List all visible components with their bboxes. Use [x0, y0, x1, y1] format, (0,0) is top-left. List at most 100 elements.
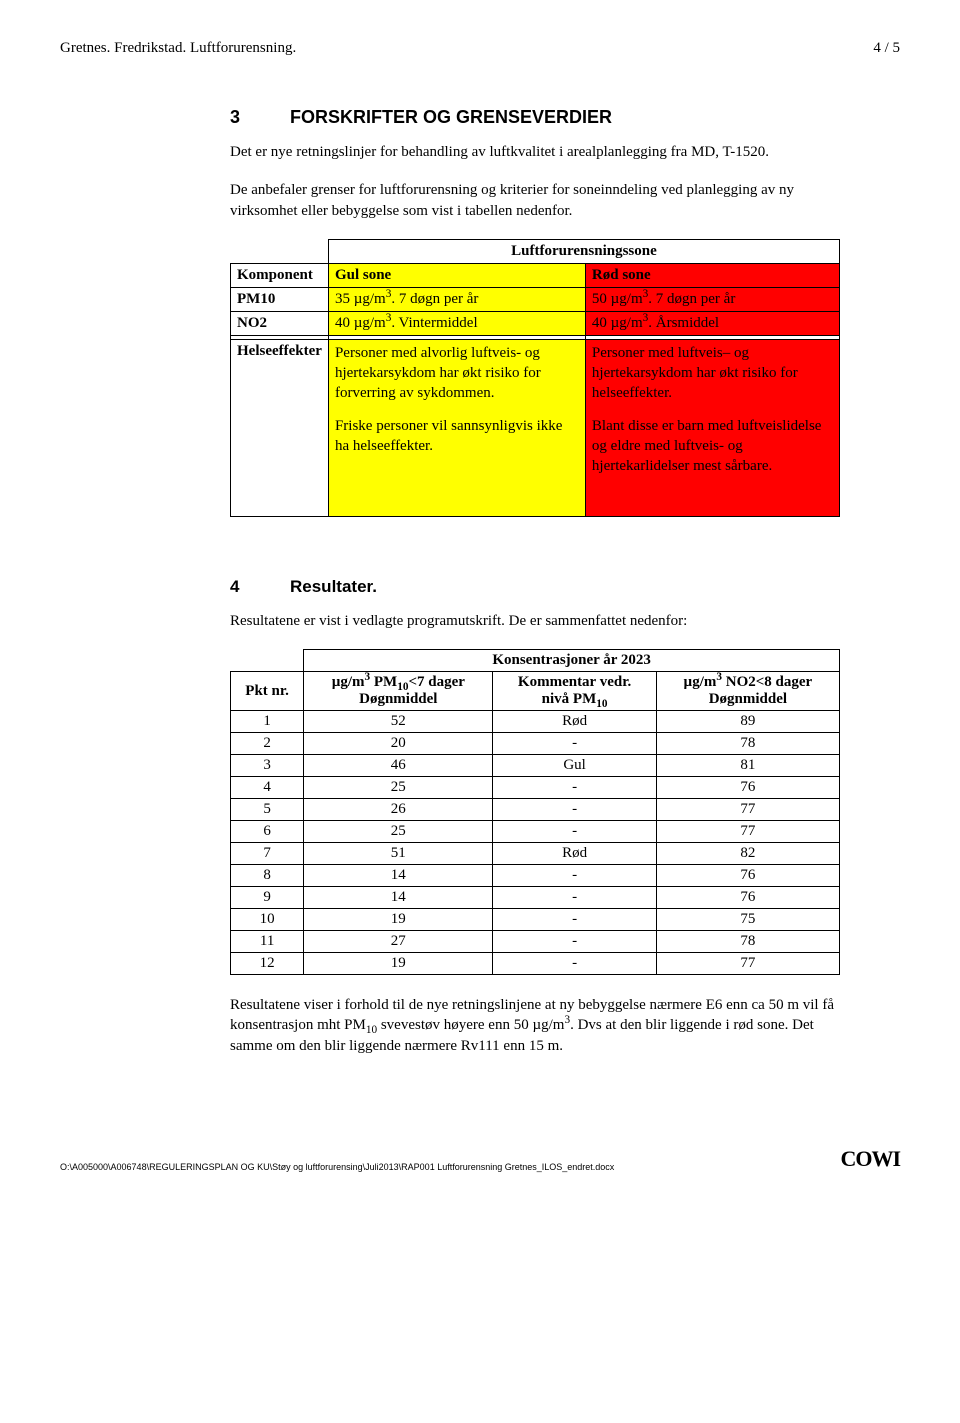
cell-pm: 25 — [304, 821, 493, 843]
section-3-para1: Det er nye retningslinjer for behandling… — [230, 142, 840, 162]
hdr-no2: µg/m3 NO2<8 dagerDøgnmiddel — [656, 672, 839, 711]
cell-pm: 14 — [304, 865, 493, 887]
hdr-pm: µg/m3 PM10<7 dagerDøgnmiddel — [304, 672, 493, 711]
table-row: 526-77 — [231, 799, 840, 821]
table-row: 914-76 — [231, 887, 840, 909]
cell-n: 7 — [231, 843, 304, 865]
no2-gul: 40 µg/m3. Vintermiddel — [328, 311, 585, 335]
cell-k: - — [493, 909, 656, 931]
cell-no2: 77 — [656, 953, 839, 975]
eff-rod-p1: Personer med luftveis– og hjertekarsykdo… — [592, 343, 833, 404]
cell-pm: 46 — [304, 755, 493, 777]
page-footer: O:\A005000\A006748\REGULERINGSPLAN OG KU… — [60, 1146, 900, 1172]
header-left: Gretnes. Fredrikstad. Luftforurensning. — [60, 40, 296, 57]
cell-pm: 20 — [304, 733, 493, 755]
cell-pm: 51 — [304, 843, 493, 865]
empty-cell — [231, 239, 329, 263]
hdr-pkt: Pkt nr. — [231, 672, 304, 711]
page-header: Gretnes. Fredrikstad. Luftforurensning. … — [60, 40, 900, 57]
cell-no2: 76 — [656, 887, 839, 909]
hdr-komponent: Komponent — [231, 263, 329, 287]
eff-rod-p2: Blant disse er barn med luftveislidelse … — [592, 416, 833, 477]
section-3-para2: De anbefaler grenser for luftforurensnin… — [230, 180, 840, 221]
table-row: 1127-78 — [231, 931, 840, 953]
cell-no2: 78 — [656, 931, 839, 953]
cell-k: - — [493, 865, 656, 887]
cell-no2: 77 — [656, 799, 839, 821]
cell-no2: 75 — [656, 909, 839, 931]
table-row: 152Rød89 — [231, 711, 840, 733]
cell-n: 2 — [231, 733, 304, 755]
cell-no2: 89 — [656, 711, 839, 733]
table-row: 220-78 — [231, 733, 840, 755]
table-row: 814-76 — [231, 865, 840, 887]
no2-rod: 40 µg/m3. Årsmiddel — [585, 311, 839, 335]
hdr-rod: Rød sone — [585, 263, 839, 287]
eff-gul-p2: Friske personer vil sannsynligvis ikke h… — [335, 416, 579, 457]
eff-gul: Personer med alvorlig luftveis- og hjert… — [328, 339, 585, 516]
cell-n: 8 — [231, 865, 304, 887]
table-row: 1219-77 — [231, 953, 840, 975]
cell-no2: 76 — [656, 777, 839, 799]
no2-label: NO2 — [231, 311, 329, 335]
cell-pm: 27 — [304, 931, 493, 953]
results-table: Konsentrasjoner år 2023 Pkt nr. µg/m3 PM… — [230, 649, 840, 975]
cell-n: 11 — [231, 931, 304, 953]
cell-n: 10 — [231, 909, 304, 931]
cell-pm: 52 — [304, 711, 493, 733]
section-4-intro: Resultatene er vist i vedlagte programut… — [230, 611, 840, 631]
section-3-heading: FORSKRIFTER OG GRENSEVERDIER — [290, 107, 612, 128]
cell-n: 12 — [231, 953, 304, 975]
pm10-rod: 50 µg/m3. 7 døgn per år — [585, 287, 839, 311]
table-row: 425-76 — [231, 777, 840, 799]
header-right: 4 / 5 — [873, 40, 900, 57]
section-4-title: 4 Resultater. — [230, 577, 840, 597]
empty-hdr — [231, 650, 304, 672]
cell-pm: 25 — [304, 777, 493, 799]
section-4-closing: Resultatene viser i forhold til de nye r… — [230, 995, 840, 1056]
cell-pm: 19 — [304, 953, 493, 975]
hdr-gul: Gul sone — [328, 263, 585, 287]
cell-no2: 78 — [656, 733, 839, 755]
cell-k: Gul — [493, 755, 656, 777]
cell-k: Rød — [493, 843, 656, 865]
cell-n: 1 — [231, 711, 304, 733]
cell-no2: 76 — [656, 865, 839, 887]
table-row: 751Rød82 — [231, 843, 840, 865]
table-row: 625-77 — [231, 821, 840, 843]
cell-no2: 82 — [656, 843, 839, 865]
cell-k: - — [493, 799, 656, 821]
footer-path: O:\A005000\A006748\REGULERINGSPLAN OG KU… — [60, 1162, 614, 1172]
cell-no2: 77 — [656, 821, 839, 843]
pm10-gul: 35 µg/m3. 7 døgn per år — [328, 287, 585, 311]
cell-k: - — [493, 931, 656, 953]
table-row: 346Gul81 — [231, 755, 840, 777]
table-row: 1019-75 — [231, 909, 840, 931]
eff-rod: Personer med luftveis– og hjertekarsykdo… — [585, 339, 839, 516]
cell-k: - — [493, 777, 656, 799]
cell-pm: 19 — [304, 909, 493, 931]
section-3-title: 3 FORSKRIFTER OG GRENSEVERDIER — [230, 107, 840, 128]
cell-n: 9 — [231, 887, 304, 909]
cell-k: - — [493, 733, 656, 755]
section-3-num: 3 — [230, 107, 290, 128]
cowi-logo: COWI — [840, 1146, 900, 1172]
cell-n: 3 — [231, 755, 304, 777]
results-title: Konsentrasjoner år 2023 — [304, 650, 840, 672]
zone-table: Luftforurensningssone Komponent Gul sone… — [230, 239, 840, 517]
cell-n: 6 — [231, 821, 304, 843]
cell-pm: 26 — [304, 799, 493, 821]
main-content: 3 FORSKRIFTER OG GRENSEVERDIER Det er ny… — [230, 107, 840, 1056]
eff-gul-p1: Personer med alvorlig luftveis- og hjert… — [335, 343, 579, 404]
cell-k: - — [493, 953, 656, 975]
cell-k: - — [493, 887, 656, 909]
section-4-num: 4 — [230, 577, 290, 597]
hdr-kom: Kommentar vedr.nivå PM10 — [493, 672, 656, 711]
zone-title: Luftforurensningssone — [328, 239, 839, 263]
cell-pm: 14 — [304, 887, 493, 909]
cell-k: - — [493, 821, 656, 843]
cell-no2: 81 — [656, 755, 839, 777]
section-4-heading: Resultater. — [290, 577, 377, 597]
cell-n: 5 — [231, 799, 304, 821]
cell-n: 4 — [231, 777, 304, 799]
